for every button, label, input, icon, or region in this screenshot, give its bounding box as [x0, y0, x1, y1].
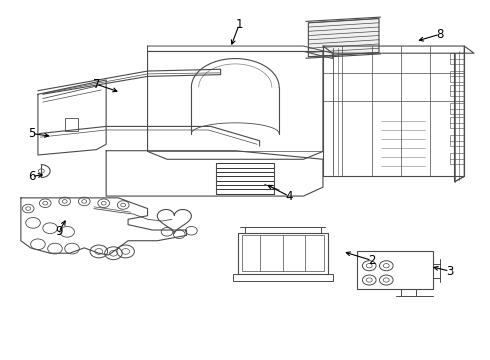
Text: 2: 2 — [368, 254, 375, 267]
Bar — [238, 233, 328, 274]
Text: 7: 7 — [93, 78, 100, 91]
Bar — [450, 103, 464, 114]
Text: 3: 3 — [446, 265, 453, 278]
Text: 9: 9 — [55, 225, 63, 238]
Text: 5: 5 — [28, 127, 35, 140]
Bar — [450, 53, 464, 64]
Text: 4: 4 — [285, 190, 293, 203]
Bar — [450, 153, 464, 164]
Text: 6: 6 — [28, 170, 35, 183]
Bar — [65, 118, 78, 131]
Polygon shape — [308, 18, 379, 57]
Bar — [450, 135, 464, 146]
Bar — [233, 274, 333, 281]
Text: 1: 1 — [235, 18, 243, 31]
Bar — [357, 251, 433, 289]
Bar — [242, 235, 324, 271]
Bar — [450, 85, 464, 96]
Bar — [450, 71, 464, 82]
Bar — [450, 117, 464, 128]
Text: 8: 8 — [436, 28, 443, 41]
